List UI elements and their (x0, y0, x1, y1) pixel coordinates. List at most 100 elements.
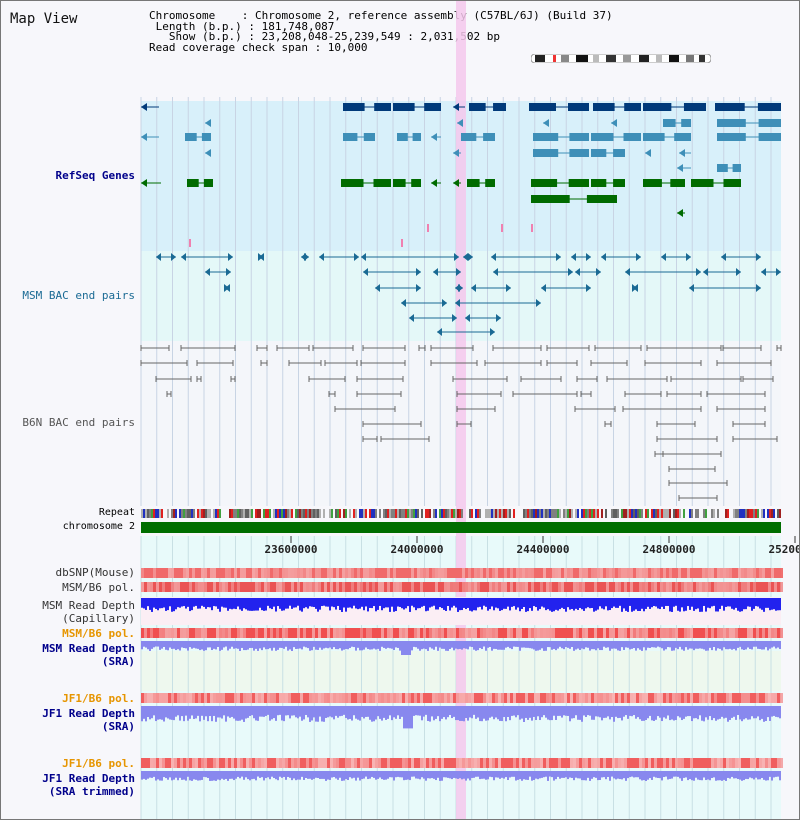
repeat-element (509, 509, 511, 518)
read-depth-bar (187, 771, 189, 777)
read-depth-bar (381, 706, 383, 721)
heat-cell (531, 568, 534, 578)
track-label-b6n-bac[interactable]: B6N BAC end pairs (22, 416, 135, 429)
heat-cell (603, 568, 606, 578)
read-depth-bar (269, 641, 271, 649)
heat-cell (627, 582, 630, 592)
track-label-jf1-b6-pol-1[interactable]: JF1/B6 pol. (62, 692, 135, 705)
repeat-element (755, 509, 757, 518)
heat-cell (246, 568, 249, 578)
read-depth-bar (457, 641, 459, 650)
read-depth-bar (513, 598, 515, 607)
heat-cell (303, 628, 306, 638)
heat-cell (153, 758, 156, 768)
heat-cell (219, 582, 222, 592)
heat-cell (681, 582, 684, 592)
repeat-element (235, 509, 237, 518)
read-depth-bar (721, 706, 723, 717)
heat-cell (192, 628, 195, 638)
heat-cell (315, 693, 318, 703)
track-label-repeat[interactable]: Repeat (98, 507, 135, 518)
heat-cell (639, 628, 642, 638)
heat-cell (594, 582, 597, 592)
repeat-element (757, 509, 759, 518)
read-depth-bar (583, 771, 585, 781)
read-depth-bar (621, 771, 623, 780)
heat-cell (540, 628, 543, 638)
read-depth-bar (533, 598, 535, 607)
repeat-element (299, 509, 301, 518)
heat-cell (591, 758, 594, 768)
read-depth-bar (685, 598, 687, 611)
read-depth-bar (243, 771, 245, 780)
repeat-element (589, 509, 591, 518)
read-depth-bar (737, 641, 739, 648)
heat-cell (663, 693, 666, 703)
heat-cell (171, 693, 174, 703)
heat-cell (693, 582, 696, 592)
track-label-msm-b6-pol-1[interactable]: MSM/B6 pol. (62, 581, 135, 594)
repeat-element (439, 509, 441, 518)
read-depth-bar (457, 706, 459, 721)
heat-cell (198, 582, 201, 592)
track-label-msm-read-depth-cap[interactable]: MSM Read Depth (Capillary) (1, 599, 135, 625)
heat-cell (246, 628, 249, 638)
read-depth-bar (263, 771, 265, 781)
read-depth-bar (471, 771, 473, 778)
heat-cell (171, 758, 174, 768)
chromosome-ideogram[interactable] (531, 54, 711, 63)
read-depth-bar (193, 771, 195, 780)
read-depth-bar (507, 641, 509, 647)
read-depth-bar (547, 598, 549, 610)
track-label-msm-bac[interactable]: MSM BAC end pairs (22, 289, 135, 302)
track-label-line: MSM Read Depth (42, 599, 135, 612)
read-depth-bar (209, 706, 211, 717)
read-depth-bar (147, 598, 149, 607)
repeat-element (739, 509, 741, 518)
heat-cell (213, 582, 216, 592)
track-label-msm-b6-pol-2[interactable]: MSM/B6 pol. (62, 627, 135, 640)
track-label-jf1-read-depth-trim[interactable]: JF1 Read Depth (SRA trimmed) (1, 772, 135, 798)
read-depth-bar (227, 706, 229, 717)
heat-cell (483, 758, 486, 768)
track-label-dbsnp[interactable]: dbSNP(Mouse) (55, 566, 135, 579)
heat-cell (549, 582, 552, 592)
heat-cell (366, 693, 369, 703)
heat-cell (531, 693, 534, 703)
read-depth-bar (469, 706, 471, 718)
read-depth-bar (533, 641, 535, 650)
track-label-jf1-b6-pol-2[interactable]: JF1/B6 pol. (62, 757, 135, 770)
read-depth-bar (703, 706, 705, 722)
read-depth-bar (227, 771, 229, 781)
heat-cell (291, 628, 294, 638)
read-depth-bar (775, 771, 777, 777)
read-depth-bar (503, 641, 505, 650)
read-depth-bar (729, 641, 731, 649)
track-label-refseq[interactable]: RefSeq Genes (55, 169, 135, 182)
heat-cell (684, 568, 687, 578)
track-label-jf1-read-depth-sra[interactable]: JF1 Read Depth (SRA) (1, 707, 135, 733)
read-depth-bar (571, 598, 573, 609)
read-depth-bar (551, 706, 553, 721)
repeat-element (391, 509, 393, 518)
gene-exon (461, 133, 477, 141)
gene-arrow (453, 149, 459, 157)
read-depth-bar (579, 771, 581, 779)
repeat-element (295, 509, 297, 518)
heat-cell (459, 693, 462, 703)
read-depth-bar (543, 771, 545, 778)
bac-end (258, 253, 263, 261)
bac-end (171, 253, 176, 261)
read-depth-bar (321, 771, 323, 779)
track-label-msm-read-depth-sra[interactable]: MSM Read Depth (SRA) (1, 642, 135, 668)
read-depth-bar (453, 598, 455, 606)
heat-cell (216, 568, 219, 578)
read-depth-bar (613, 706, 615, 722)
read-depth-bar (557, 706, 559, 716)
read-depth-bar (767, 598, 769, 608)
read-depth-bar (431, 598, 433, 607)
heat-cell (276, 693, 279, 703)
heat-cell (714, 568, 717, 578)
heat-cell (285, 582, 288, 592)
